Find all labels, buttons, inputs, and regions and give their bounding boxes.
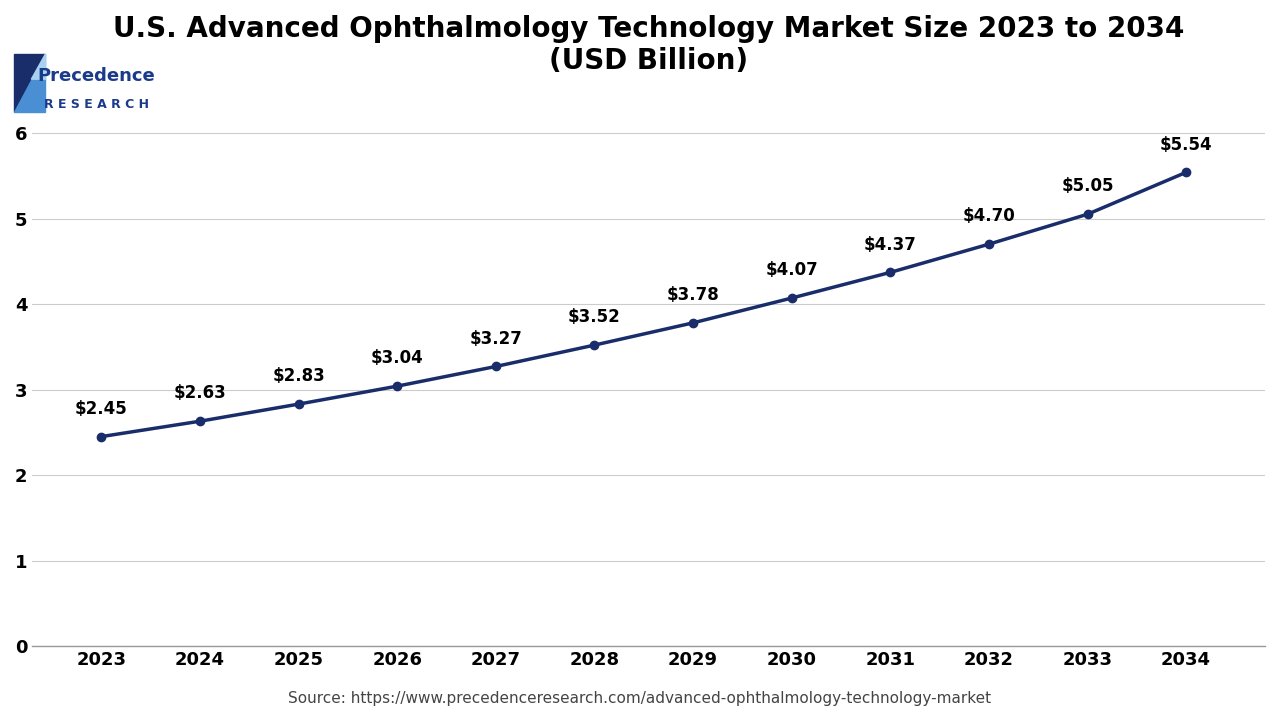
Text: Source: https://www.precedenceresearch.com/advanced-ophthalmology-technology-mar: Source: https://www.precedenceresearch.c… <box>288 690 992 706</box>
Text: $3.52: $3.52 <box>568 308 621 326</box>
Text: $4.37: $4.37 <box>864 235 916 253</box>
Title: U.S. Advanced Ophthalmology Technology Market Size 2023 to 2034
(USD Billion): U.S. Advanced Ophthalmology Technology M… <box>113 15 1184 76</box>
Text: $5.54: $5.54 <box>1160 135 1212 153</box>
Text: R E S E A R C H: R E S E A R C H <box>44 98 148 111</box>
Polygon shape <box>14 54 46 112</box>
Text: $4.07: $4.07 <box>765 261 818 279</box>
Text: $2.45: $2.45 <box>76 400 128 418</box>
Polygon shape <box>32 54 46 79</box>
Text: $4.70: $4.70 <box>963 207 1015 225</box>
Text: $5.05: $5.05 <box>1061 177 1114 195</box>
Text: $3.27: $3.27 <box>470 330 522 348</box>
Text: $2.83: $2.83 <box>273 367 325 385</box>
Text: $3.78: $3.78 <box>667 286 719 304</box>
Text: $2.63: $2.63 <box>174 384 227 402</box>
Polygon shape <box>14 54 46 112</box>
Text: $3.04: $3.04 <box>371 349 424 367</box>
Text: Precedence: Precedence <box>37 67 155 85</box>
